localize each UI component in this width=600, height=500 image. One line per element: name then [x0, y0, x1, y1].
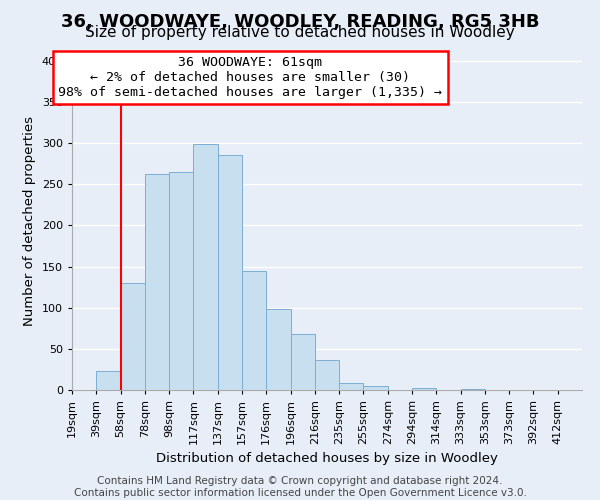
- Bar: [266, 310, 290, 390]
- Text: Size of property relative to detached houses in Woodley: Size of property relative to detached ho…: [85, 25, 515, 40]
- Y-axis label: Number of detached properties: Number of detached properties: [23, 116, 36, 326]
- X-axis label: Distribution of detached houses by size in Woodley: Distribution of detached houses by size …: [156, 452, 498, 466]
- Text: 36, WOODWAYE, WOODLEY, READING, RG5 3HB: 36, WOODWAYE, WOODLEY, READING, RG5 3HB: [61, 12, 539, 30]
- Bar: [169, 172, 193, 390]
- Bar: [412, 388, 436, 390]
- Bar: [193, 144, 218, 390]
- Bar: [96, 371, 121, 390]
- Bar: [121, 283, 145, 390]
- Bar: [242, 270, 266, 390]
- Text: Contains HM Land Registry data © Crown copyright and database right 2024.
Contai: Contains HM Land Registry data © Crown c…: [74, 476, 526, 498]
- Bar: [145, 174, 169, 390]
- Bar: [315, 360, 339, 390]
- Bar: [290, 334, 315, 390]
- Bar: [339, 384, 364, 390]
- Bar: [364, 386, 388, 390]
- Text: 36 WOODWAYE: 61sqm
← 2% of detached houses are smaller (30)
98% of semi-detached: 36 WOODWAYE: 61sqm ← 2% of detached hous…: [59, 56, 443, 99]
- Bar: [461, 389, 485, 390]
- Bar: [218, 156, 242, 390]
